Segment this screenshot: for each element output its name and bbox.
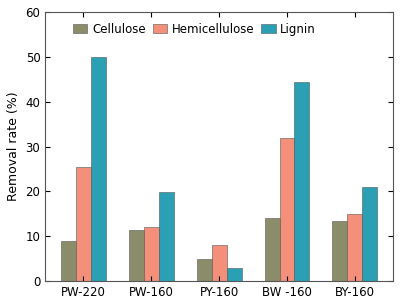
Bar <box>197 259 212 281</box>
Legend: Cellulose, Hemicellulose, Lignin: Cellulose, Hemicellulose, Lignin <box>68 18 321 40</box>
Bar <box>91 57 106 281</box>
Bar <box>362 187 377 281</box>
Bar <box>144 227 159 281</box>
Y-axis label: Removal rate (%): Removal rate (%) <box>7 92 20 201</box>
Bar <box>159 192 174 281</box>
Bar <box>212 245 227 281</box>
Bar <box>76 167 91 281</box>
Bar <box>332 221 347 281</box>
Bar <box>294 81 309 281</box>
Bar <box>227 268 242 281</box>
Bar <box>280 138 294 281</box>
Bar <box>61 241 76 281</box>
Bar <box>265 218 280 281</box>
Bar <box>129 230 144 281</box>
Bar <box>347 214 362 281</box>
